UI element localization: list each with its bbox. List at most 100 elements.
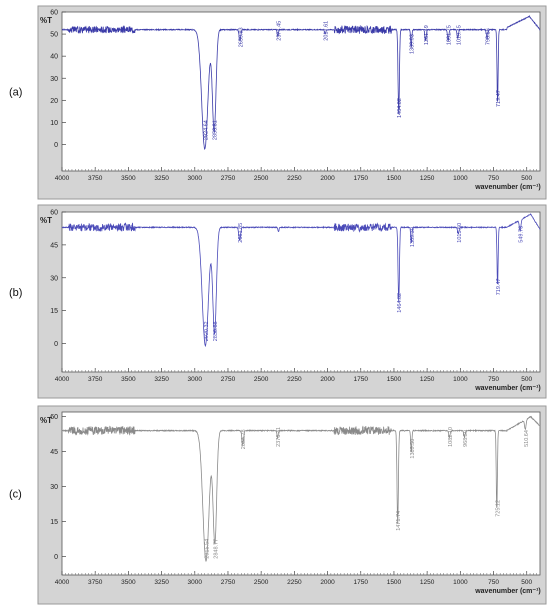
panel-label: (a) xyxy=(9,87,22,99)
peak-label: 2376.31 xyxy=(276,427,282,447)
y-tick-label: 60 xyxy=(50,414,58,421)
x-tick-label: 3000 xyxy=(188,175,203,182)
x-tick-label: 1250 xyxy=(420,175,435,182)
peak-label: 1369.93 xyxy=(410,34,416,54)
x-tick-label: 3000 xyxy=(188,579,203,586)
x-tick-label: 2000 xyxy=(320,579,335,586)
spectrum-panel-c: (c) %T 0 15 30 45 60 4000 3750 3500 3250 3000 2750 25… xyxy=(9,405,547,605)
plot-area xyxy=(61,211,541,373)
x-tick-label: 750 xyxy=(488,376,499,383)
x-tick-label: 2250 xyxy=(287,376,302,383)
x-tick-label: 2250 xyxy=(287,175,302,182)
peak-label: 1369.30 xyxy=(410,227,416,247)
peak-label: 549.73 xyxy=(519,226,525,243)
x-tick-label: 3500 xyxy=(121,376,136,383)
peak-label: 2924.64 xyxy=(203,120,209,140)
y-tick-label: 30 xyxy=(50,275,58,282)
x-tick-label: 1500 xyxy=(387,579,402,586)
peak-label: 1261.49 xyxy=(424,25,430,45)
x-tick-label: 2500 xyxy=(254,175,269,182)
x-tick-label: 1500 xyxy=(387,175,402,182)
x-tick-label: 3500 xyxy=(121,175,136,182)
x-tick-label: 1000 xyxy=(453,579,468,586)
y-tick-label: 40 xyxy=(50,54,58,61)
x-tick-label: 3750 xyxy=(88,579,103,586)
x-tick-label: 1500 xyxy=(387,376,402,383)
peak-label: 798.56 xyxy=(486,28,492,45)
x-tick-label: 500 xyxy=(521,579,532,586)
y-tick-label: 60 xyxy=(50,210,58,217)
x-tick-label: 3750 xyxy=(88,376,103,383)
peak-label: 510.64 xyxy=(524,430,530,447)
peak-label: 725.12 xyxy=(495,500,501,517)
x-tick-label: 4000 xyxy=(55,376,70,383)
x-tick-label: 1250 xyxy=(420,376,435,383)
x-tick-label: 2250 xyxy=(287,579,302,586)
y-tick-label: 0 xyxy=(54,554,58,561)
x-axis-label: wavenumber (cm⁻¹) xyxy=(474,184,541,191)
peak-label: 2915.54 xyxy=(205,539,211,559)
x-tick-label: 2750 xyxy=(221,175,236,182)
x-tick-label: 3750 xyxy=(88,175,103,182)
x-tick-label: 3250 xyxy=(154,376,169,383)
x-tick-label: 500 xyxy=(521,376,532,383)
peak-label: 2638.78 xyxy=(241,429,247,449)
peak-label: 2920.32 xyxy=(204,321,210,341)
x-tick-label: 750 xyxy=(488,175,499,182)
y-tick-label: 0 xyxy=(54,341,58,348)
y-tick-label: 30 xyxy=(50,484,58,491)
spectrum-line xyxy=(61,14,541,151)
y-axis-label: %T xyxy=(40,16,52,25)
peak-label: 2848.77 xyxy=(213,539,219,559)
spectrum-line xyxy=(61,213,541,348)
y-tick-label: 15 xyxy=(50,308,58,315)
x-tick-label: 1750 xyxy=(354,376,369,383)
peak-label: 2659.93 xyxy=(238,27,244,47)
y-tick-label: 30 xyxy=(50,76,58,83)
peak-label: 719.47 xyxy=(496,278,502,295)
peak-label: 2374.45 xyxy=(276,21,282,41)
spectrum-panel-b: (b) %T 0 15 30 45 60 4000 3750 3500 3250 3000 2750 25… xyxy=(9,204,547,399)
y-tick-label: 10 xyxy=(50,120,58,127)
x-tick-label: 1000 xyxy=(453,175,468,182)
x-tick-label: 4000 xyxy=(55,579,70,586)
x-tick-label: 1750 xyxy=(354,175,369,182)
spectrum-line xyxy=(61,415,541,562)
panel-label: (b) xyxy=(9,287,22,299)
peak-label: 1369.50 xyxy=(410,439,416,459)
y-tick-label: 20 xyxy=(50,98,58,105)
x-axis-label: wavenumber (cm⁻¹) xyxy=(474,588,541,595)
x-axis-label: wavenumber (cm⁻¹) xyxy=(474,385,541,392)
peak-label: 1471.74 xyxy=(396,511,402,531)
x-tick-label: 4000 xyxy=(55,175,70,182)
y-tick-label: 0 xyxy=(54,142,58,149)
y-tick-label: 15 xyxy=(50,519,58,526)
panel-label: (c) xyxy=(9,489,22,501)
peak-label: 2017.61 xyxy=(324,21,330,41)
y-axis-label: %T xyxy=(40,416,52,425)
peak-label: 1091.75 xyxy=(447,25,453,45)
peak-label: 2853.81 xyxy=(213,120,219,140)
peak-label: 2850.88 xyxy=(213,321,219,341)
y-tick-label: 60 xyxy=(50,10,58,17)
plot-area xyxy=(61,411,541,576)
x-tick-label: 1000 xyxy=(453,376,468,383)
x-tick-label: 2500 xyxy=(254,579,269,586)
x-tick-label: 1750 xyxy=(354,579,369,586)
plot-area xyxy=(61,11,541,172)
x-tick-label: 1250 xyxy=(420,579,435,586)
x-tick-label: 3250 xyxy=(154,579,169,586)
peak-label: 2661.85 xyxy=(238,223,244,243)
peak-label: 1015.50 xyxy=(457,223,463,243)
x-tick-label: 500 xyxy=(521,175,532,182)
x-tick-label: 750 xyxy=(488,579,499,586)
x-tick-label: 2750 xyxy=(221,579,236,586)
peak-label: 1464.02 xyxy=(397,98,403,118)
peak-label: 968.50 xyxy=(463,430,469,447)
x-tick-label: 3250 xyxy=(154,175,169,182)
y-tick-label: 45 xyxy=(50,242,58,249)
x-tick-label: 2750 xyxy=(221,376,236,383)
peak-label: 1464.02 xyxy=(397,293,403,313)
x-tick-label: 3000 xyxy=(188,376,203,383)
